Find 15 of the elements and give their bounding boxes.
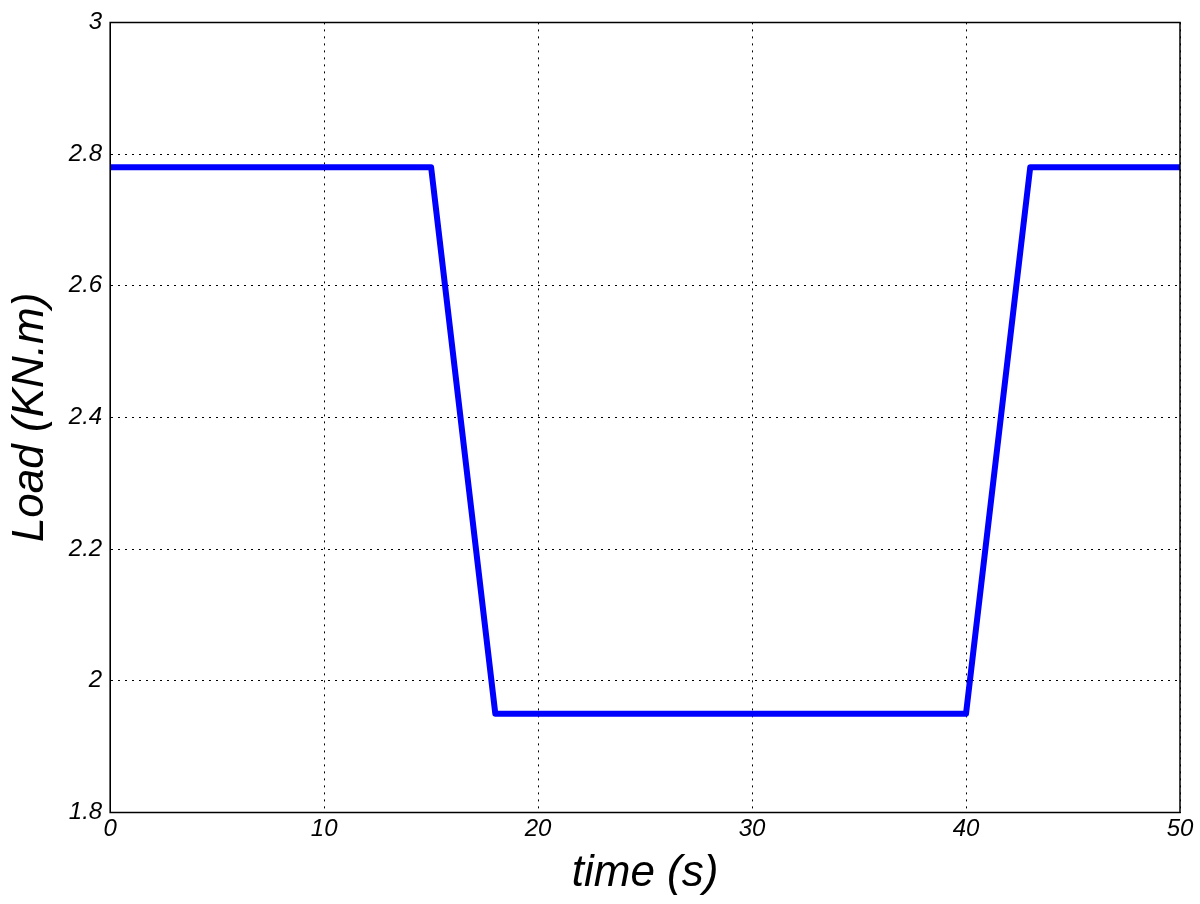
y-tick-label: 2.8 (67, 138, 103, 166)
x-tick-label: 10 (310, 814, 339, 842)
y-tick-label: 2.6 (67, 270, 103, 298)
y-tick-label: 2.4 (67, 402, 103, 430)
y-tick-label: 1.8 (68, 797, 103, 825)
x-tick-label: 20 (523, 814, 553, 842)
y-tick-label: 2 (87, 665, 103, 693)
y-axis-title: Load (KN.m) (2, 292, 52, 543)
y-tick-label: 2.2 (67, 533, 103, 561)
y-tick-label: 3 (88, 7, 103, 35)
x-tick-label: 30 (738, 814, 767, 842)
x-tick-label: 50 (1166, 814, 1194, 842)
x-tick-label: 40 (952, 814, 981, 842)
x-axis-title: time (s) (571, 845, 719, 895)
x-tick-label: 0 (103, 814, 118, 842)
